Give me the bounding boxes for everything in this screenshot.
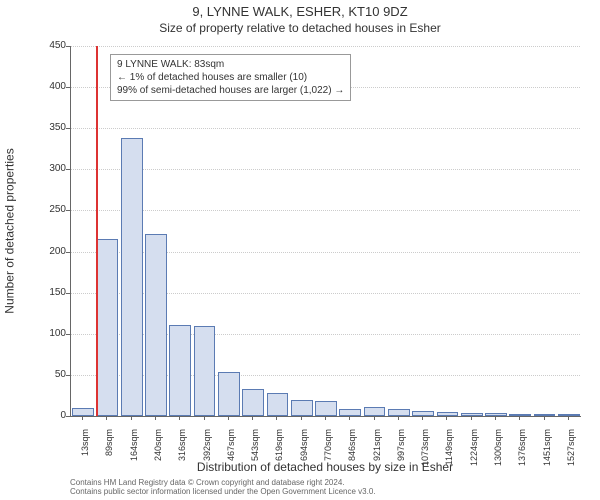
x-tick-mark [82, 416, 83, 420]
x-tick-mark [495, 416, 496, 420]
plot-area [70, 46, 581, 417]
footer-line1: Contains HM Land Registry data © Crown c… [70, 478, 580, 487]
x-axis-label: Distribution of detached houses by size … [70, 460, 580, 474]
x-tick-mark [568, 416, 569, 420]
histogram-bar [194, 326, 216, 416]
y-tick-label: 350 [34, 123, 66, 133]
histogram-bar [291, 400, 313, 416]
chart-container: 9, LYNNE WALK, ESHER, KT10 9DZ Size of p… [0, 0, 600, 500]
histogram-bar [364, 407, 386, 416]
histogram-bar [169, 325, 191, 416]
x-tick-mark [446, 416, 447, 420]
footer-line2: Contains public sector information licen… [70, 487, 580, 496]
x-tick-mark [276, 416, 277, 420]
x-tick-mark [398, 416, 399, 420]
histogram-bar [97, 239, 119, 416]
x-tick-mark [204, 416, 205, 420]
y-tick-label: 300 [34, 164, 66, 174]
histogram-bar [121, 138, 143, 416]
histogram-bar [218, 372, 240, 416]
histogram-bar [72, 408, 94, 416]
info-box: 9 LYNNE WALK: 83sqm ← 1% of detached hou… [110, 54, 351, 101]
x-tick-mark [179, 416, 180, 420]
x-tick-mark [301, 416, 302, 420]
histogram-bar [461, 413, 483, 416]
histogram-bar [242, 389, 264, 416]
x-tick-mark [325, 416, 326, 420]
x-tick-mark [106, 416, 107, 420]
x-tick-mark [252, 416, 253, 420]
x-tick-mark [228, 416, 229, 420]
x-tick-mark [131, 416, 132, 420]
y-tick-label: 200 [34, 247, 66, 257]
histogram-bar [267, 393, 289, 416]
info-line2: ← 1% of detached houses are smaller (10) [117, 71, 344, 84]
histogram-bar [437, 412, 459, 416]
histogram-bar [145, 234, 167, 416]
y-tick-label: 250 [34, 205, 66, 215]
chart-title-line2: Size of property relative to detached ho… [0, 21, 600, 35]
histogram-bar [388, 409, 410, 416]
property-marker-line [96, 46, 98, 416]
x-tick-mark [374, 416, 375, 420]
x-tick-mark [422, 416, 423, 420]
x-tick-mark [544, 416, 545, 420]
histogram-bar [339, 409, 361, 416]
histogram-bar [534, 414, 556, 416]
info-line3: 99% of semi-detached houses are larger (… [117, 84, 344, 97]
y-tick-label: 0 [34, 411, 66, 421]
x-tick-mark [349, 416, 350, 420]
x-tick-mark [519, 416, 520, 420]
info-line1: 9 LYNNE WALK: 83sqm [117, 58, 344, 71]
y-axis-label: Number of detached properties [3, 148, 17, 313]
footer: Contains HM Land Registry data © Crown c… [70, 478, 580, 496]
y-axis-label-wrap: Number of detached properties [2, 46, 18, 416]
x-tick-mark [471, 416, 472, 420]
y-tick-label: 100 [34, 329, 66, 339]
y-tick-label: 450 [34, 41, 66, 51]
histogram-bar [315, 401, 337, 416]
y-tick-label: 150 [34, 288, 66, 298]
y-tick-label: 50 [34, 370, 66, 380]
chart-title-line1: 9, LYNNE WALK, ESHER, KT10 9DZ [0, 4, 600, 19]
y-tick-label: 400 [34, 82, 66, 92]
x-tick-mark [155, 416, 156, 420]
histogram-bar [558, 414, 580, 416]
